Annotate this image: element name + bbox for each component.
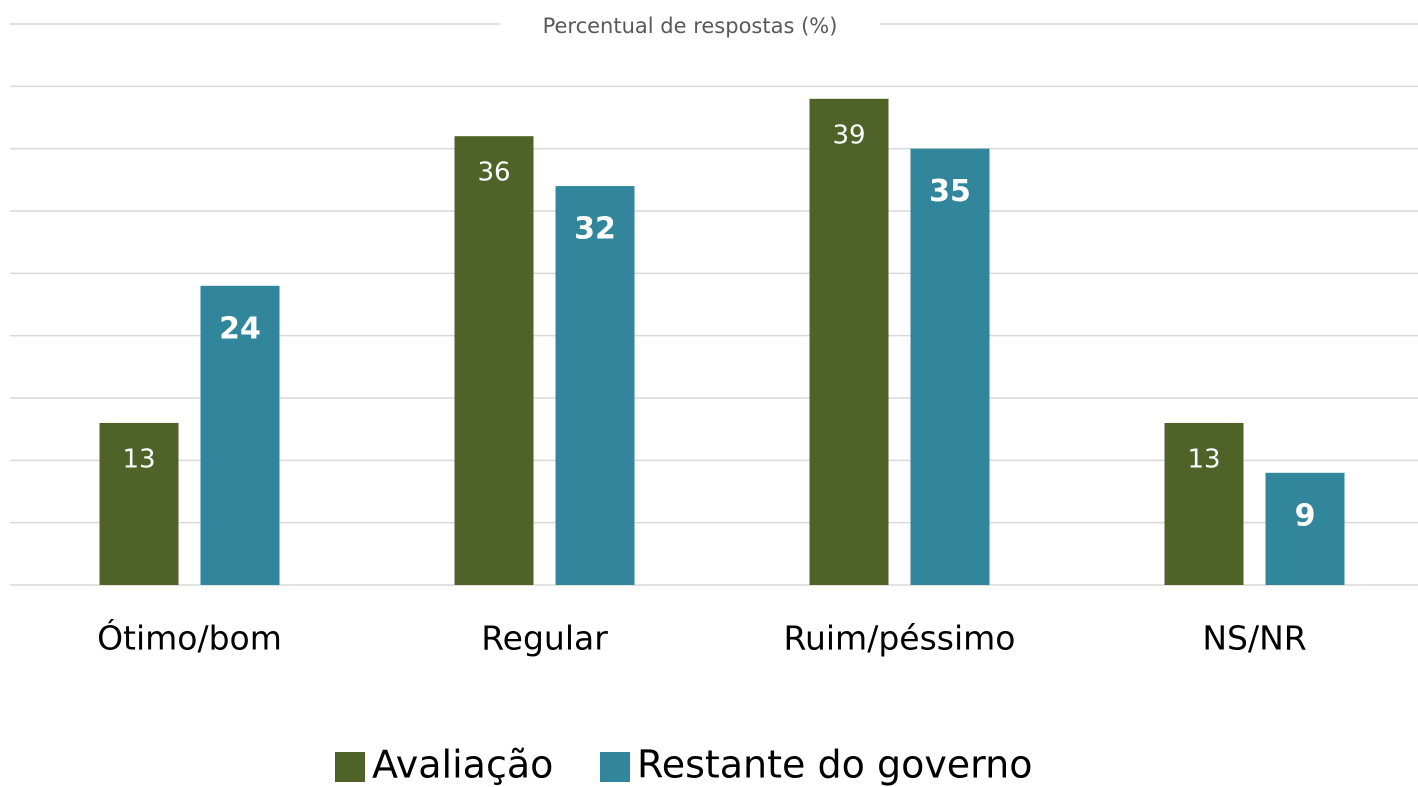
data-label: 35 <box>929 174 971 209</box>
data-label: 13 <box>1187 444 1220 474</box>
data-label: 39 <box>832 120 865 150</box>
data-label: 9 <box>1295 498 1316 533</box>
legend: Avaliação Restante do governo <box>335 743 1032 787</box>
legend-swatch <box>335 752 365 782</box>
x-tick-label: Regular <box>481 619 608 658</box>
legend-label: Restante do governo <box>637 743 1032 787</box>
bar <box>454 136 534 585</box>
data-label: 13 <box>122 444 155 474</box>
data-label: 36 <box>477 158 510 188</box>
data-label: 24 <box>219 311 261 346</box>
legend-swatch <box>600 752 630 782</box>
x-tick-label: Ótimo/bom <box>97 618 282 658</box>
bar <box>910 148 990 585</box>
bars: Ótimo/bom 13 24 Regular 36 32 Ruim/péssimo 39 35… <box>97 98 1345 658</box>
bar <box>1164 422 1244 585</box>
bar <box>200 285 280 585</box>
x-tick-label: Ruim/péssimo <box>784 619 1016 658</box>
bar <box>99 422 179 585</box>
chart-title: Percentual de respostas (%) <box>543 14 838 38</box>
legend-label: Avaliação <box>372 743 553 787</box>
bar <box>809 98 889 586</box>
bar <box>555 186 635 586</box>
data-label: 32 <box>574 212 616 247</box>
bar <box>1265 472 1345 585</box>
title-backdrop <box>500 10 880 44</box>
x-tick-label: NS/NR <box>1202 619 1306 658</box>
